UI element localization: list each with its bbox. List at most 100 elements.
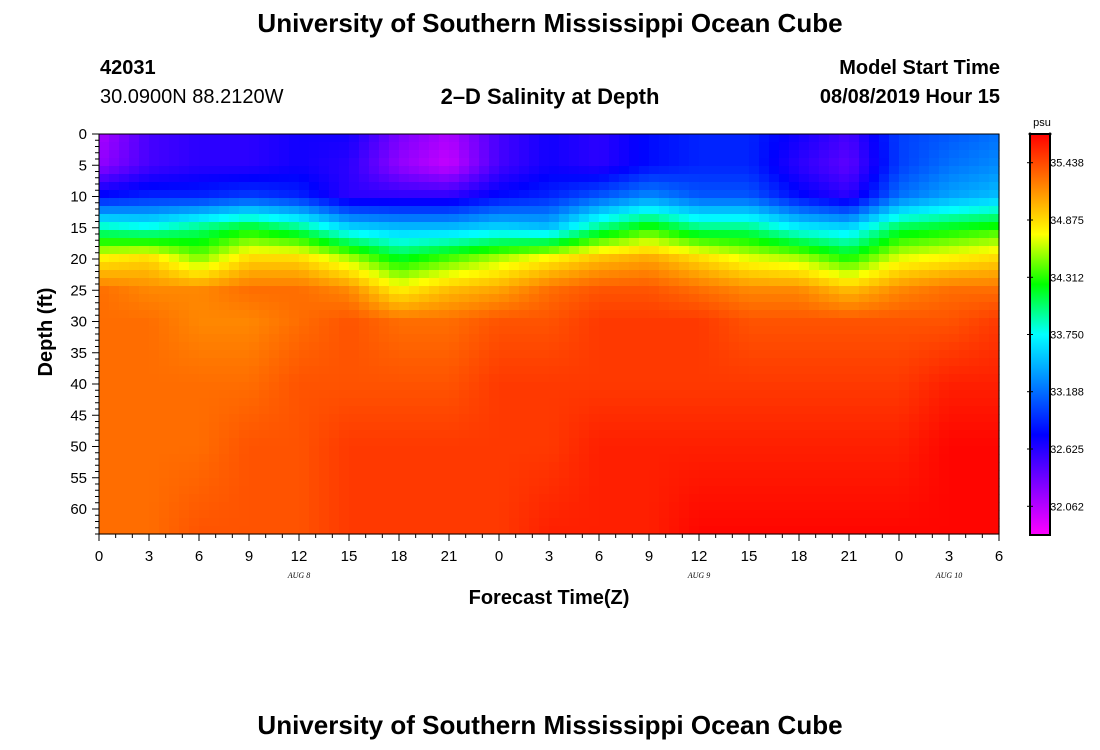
heatmap-cell [519, 350, 530, 359]
heatmap-cell [239, 518, 250, 527]
heatmap-cell [179, 246, 190, 255]
heatmap-cell [699, 246, 710, 255]
heatmap-cell [569, 334, 580, 343]
heatmap-cell [369, 174, 380, 183]
heatmap-cell [259, 406, 270, 415]
heatmap-cell [289, 254, 300, 263]
heatmap-cell [969, 286, 980, 295]
heatmap-cell [329, 438, 340, 447]
heatmap-cell [369, 422, 380, 431]
heatmap-cell [289, 454, 300, 463]
heatmap-cell [529, 358, 540, 367]
heatmap-cell [349, 510, 360, 519]
heatmap-cell [849, 342, 860, 351]
heatmap-cell [929, 294, 940, 303]
heatmap-cell [279, 286, 290, 295]
heatmap-cell [909, 406, 920, 415]
heatmap-cell [879, 334, 890, 343]
heatmap-cell [659, 158, 670, 167]
heatmap-cell [349, 398, 360, 407]
heatmap-cell [599, 414, 610, 423]
heatmap-cell [679, 398, 690, 407]
heatmap-cell [229, 486, 240, 495]
heatmap-cell [289, 174, 300, 183]
heatmap-cell [849, 350, 860, 359]
heatmap-cell [149, 502, 160, 511]
heatmap-cell [769, 478, 780, 487]
heatmap-cell [769, 382, 780, 391]
heatmap-cell [849, 206, 860, 215]
heatmap-cell [319, 470, 330, 479]
heatmap-cell [539, 358, 550, 367]
heatmap-cell [959, 174, 970, 183]
heatmap-cell [919, 326, 930, 335]
heatmap-cell [769, 294, 780, 303]
heatmap-cell [699, 238, 710, 247]
heatmap-cell [799, 518, 810, 527]
heatmap-cell [539, 206, 550, 215]
heatmap-cell [699, 302, 710, 311]
heatmap-cell [749, 350, 760, 359]
heatmap-cell [509, 526, 520, 535]
heatmap-cell [449, 294, 460, 303]
heatmap-cell [879, 150, 890, 159]
heatmap-cell [249, 510, 260, 519]
heatmap-cell [119, 254, 130, 263]
heatmap-cell [979, 342, 990, 351]
heatmap-cell [469, 230, 480, 239]
heatmap-cell [769, 510, 780, 519]
heatmap-cell [769, 486, 780, 495]
heatmap-cell [569, 174, 580, 183]
heatmap-cell [199, 294, 210, 303]
heatmap-cell [739, 190, 750, 199]
heatmap-cell [719, 326, 730, 335]
heatmap-cell [529, 198, 540, 207]
heatmap-cell [319, 326, 330, 335]
heatmap-cell [789, 318, 800, 327]
heatmap-cell [489, 406, 500, 415]
heatmap-cell [319, 438, 330, 447]
heatmap-cell [659, 286, 670, 295]
heatmap-cell [869, 462, 880, 471]
heatmap-cell [679, 454, 690, 463]
heatmap-cell [129, 342, 140, 351]
heatmap-cell [359, 158, 370, 167]
heatmap-cell [789, 502, 800, 511]
heatmap-cell [909, 286, 920, 295]
heatmap-cell [849, 294, 860, 303]
heatmap-cell [929, 182, 940, 191]
heatmap-cell [629, 134, 640, 143]
heatmap-cell [789, 262, 800, 271]
heatmap-cell [479, 510, 490, 519]
heatmap-cell [199, 518, 210, 527]
heatmap-cell [429, 422, 440, 431]
heatmap-cell [789, 462, 800, 471]
heatmap-cell [589, 262, 600, 271]
heatmap-cell [539, 174, 550, 183]
heatmap-cell [329, 446, 340, 455]
top-title: University of Southern Mississippi Ocean… [257, 8, 843, 38]
heatmap-cell [559, 310, 570, 319]
heatmap-cell [879, 358, 890, 367]
heatmap-cell [299, 438, 310, 447]
heatmap-cell [599, 478, 610, 487]
heatmap-cell [339, 406, 350, 415]
heatmap-cell [229, 214, 240, 223]
heatmap-cell [979, 294, 990, 303]
heatmap-cell [689, 238, 700, 247]
heatmap-cell [189, 438, 200, 447]
heatmap-cell [879, 422, 890, 431]
heatmap-cell [109, 318, 120, 327]
heatmap-cell [889, 374, 900, 383]
heatmap-cell [769, 390, 780, 399]
heatmap-cell [729, 166, 740, 175]
heatmap-cell [279, 326, 290, 335]
heatmap-cell [809, 390, 820, 399]
heatmap-cell [789, 214, 800, 223]
heatmap-cell [519, 454, 530, 463]
heatmap-cell [819, 462, 830, 471]
heatmap-cell [989, 150, 1000, 159]
heatmap-cell [479, 414, 490, 423]
heatmap-cell [709, 214, 720, 223]
heatmap-cell [99, 214, 110, 223]
